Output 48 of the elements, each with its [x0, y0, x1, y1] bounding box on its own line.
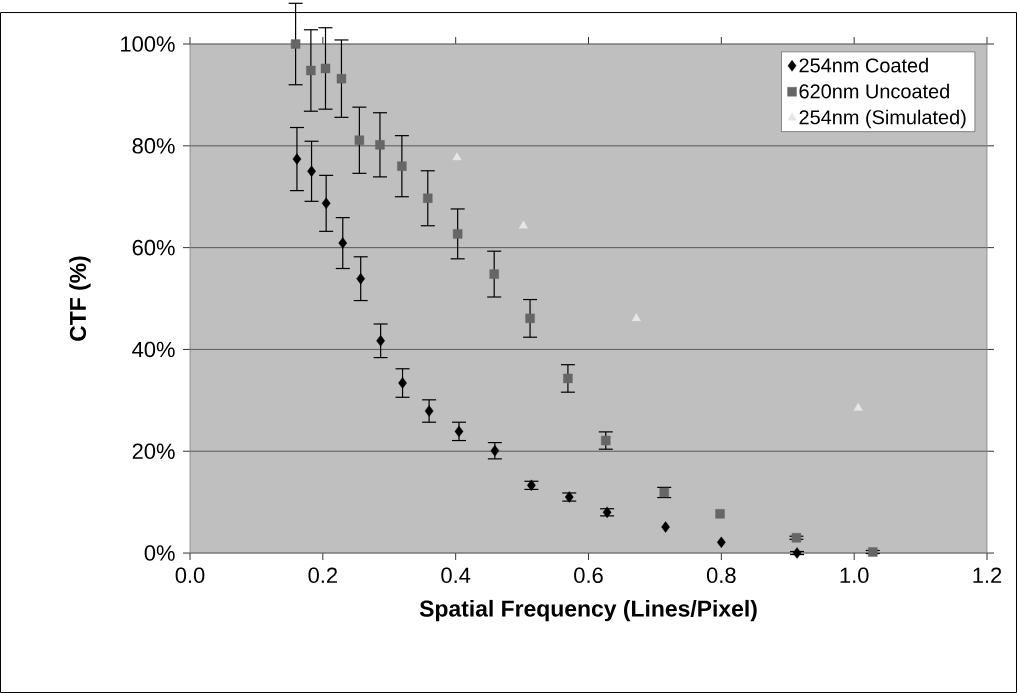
y-tick-label: 20%	[132, 443, 175, 459]
point	[321, 197, 331, 210]
legend-label: 620nm Uncoated	[799, 83, 949, 99]
x-axis-title: Spatial Frequency (Lines/Pixel)	[419, 599, 757, 622]
y-tick-label: 60%	[132, 239, 175, 256]
legend-label: 254nm Coated	[799, 57, 928, 73]
point	[375, 140, 385, 150]
point	[601, 435, 611, 446]
point	[306, 65, 316, 76]
point	[423, 193, 433, 203]
point	[424, 405, 434, 417]
x-tick-label: 0.2	[308, 567, 337, 584]
x-tick-label: 0.4	[441, 567, 471, 584]
y-tick-label: 100%	[121, 36, 175, 52]
x-tick-label: 1.2	[973, 567, 1002, 583]
legend-label: 254nm (Simulated)	[799, 109, 966, 129]
point	[356, 272, 366, 285]
point	[452, 152, 462, 161]
y-axis-title: CTF (%)	[69, 256, 91, 341]
point	[292, 153, 302, 165]
point	[354, 135, 365, 145]
y-tick-label: 0%	[144, 545, 175, 561]
point	[518, 220, 528, 229]
point	[490, 445, 500, 457]
point	[853, 402, 863, 411]
point	[791, 533, 802, 543]
point	[320, 63, 331, 74]
point	[525, 313, 535, 324]
point	[307, 165, 316, 177]
point	[489, 269, 499, 279]
point	[336, 73, 347, 84]
point	[631, 313, 641, 322]
y-tick-label: 80%	[132, 138, 175, 154]
y-tick-label: 40%	[132, 341, 175, 358]
point	[398, 377, 407, 389]
x-tick-label: 0.0	[175, 567, 205, 584]
point	[290, 39, 301, 49]
point	[397, 161, 407, 171]
x-tick-label: 0.6	[574, 567, 603, 584]
x-tick-label: 0.8	[706, 567, 736, 584]
point	[338, 237, 348, 249]
x-tick-label: 1.0	[840, 567, 869, 584]
point	[661, 521, 670, 533]
point	[454, 425, 464, 438]
point	[563, 373, 573, 384]
point	[376, 335, 385, 347]
point	[715, 509, 725, 519]
point	[452, 229, 463, 239]
